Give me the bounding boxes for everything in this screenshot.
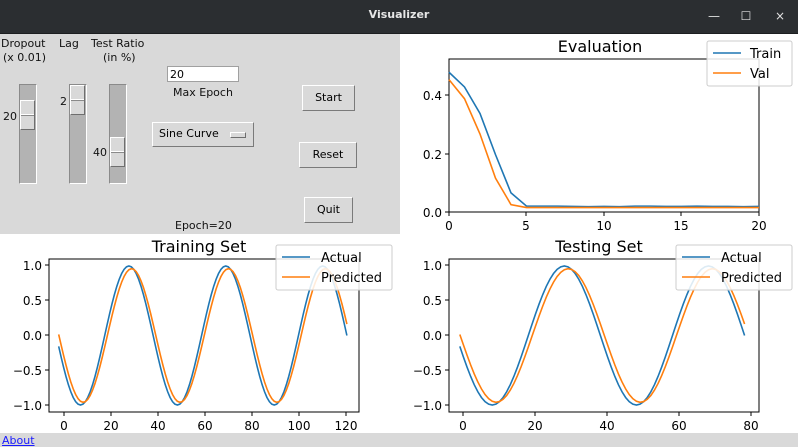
dataset-select-value: Sine Curve bbox=[159, 127, 219, 140]
lag-label: Lag bbox=[59, 37, 79, 50]
svg-text:0: 0 bbox=[60, 419, 68, 433]
epoch-status: Epoch=20 bbox=[175, 219, 232, 232]
svg-text:40: 40 bbox=[150, 419, 165, 433]
evaluation-title: Evaluation bbox=[558, 37, 642, 56]
svg-text:−1.0: −1.0 bbox=[413, 399, 442, 413]
svg-text:100: 100 bbox=[288, 419, 311, 433]
testing-set-chart: Testing Set −1.0 −0.5 0.0 0.5 1.0 0 20 4… bbox=[400, 234, 798, 434]
test-ratio-sublabel: (in %) bbox=[103, 51, 136, 64]
svg-text:60: 60 bbox=[197, 419, 212, 433]
training-set-chart: Training Set −1.0 −0.5 0.0 0.5 1.0 0 20 … bbox=[0, 234, 400, 434]
testing-set-title: Testing Set bbox=[554, 237, 643, 256]
dropout-value: 20 bbox=[3, 110, 17, 123]
dropout-slider-thumb[interactable] bbox=[20, 100, 35, 130]
svg-text:80: 80 bbox=[244, 419, 259, 433]
svg-text:Train: Train bbox=[749, 47, 781, 62]
svg-text:40: 40 bbox=[599, 419, 614, 433]
svg-text:0.0: 0.0 bbox=[423, 329, 442, 343]
training-set-legend: Actual Predicted bbox=[275, 244, 393, 291]
control-panel: Dropout (x 0.01) Lag Test Ratio (in %) 2… bbox=[0, 34, 400, 234]
reset-button[interactable]: Reset bbox=[299, 142, 357, 168]
dataset-select[interactable]: Sine Curve bbox=[152, 122, 254, 147]
lag-value: 2 bbox=[60, 95, 67, 108]
quit-button[interactable]: Quit bbox=[304, 197, 353, 223]
footer-bar bbox=[0, 433, 798, 445]
test-ratio-slider[interactable] bbox=[109, 84, 127, 184]
svg-text:0.4: 0.4 bbox=[423, 89, 442, 103]
close-icon[interactable]: × bbox=[774, 9, 786, 23]
svg-text:20: 20 bbox=[527, 419, 542, 433]
svg-text:0.0: 0.0 bbox=[423, 206, 442, 220]
svg-text:1.0: 1.0 bbox=[23, 259, 42, 273]
test-ratio-label: Test Ratio bbox=[91, 37, 145, 50]
svg-text:15: 15 bbox=[673, 219, 688, 233]
svg-text:Val: Val bbox=[750, 67, 769, 82]
svg-text:−1.0: −1.0 bbox=[13, 399, 42, 413]
svg-text:0.0: 0.0 bbox=[23, 329, 42, 343]
predicted-line bbox=[57, 267, 348, 404]
maximize-icon[interactable]: ☐ bbox=[740, 9, 752, 23]
svg-text:20: 20 bbox=[103, 419, 118, 433]
dropout-sublabel: (x 0.01) bbox=[3, 51, 47, 64]
svg-text:10: 10 bbox=[596, 219, 611, 233]
title-bar: Visualizer — ☐ × bbox=[0, 0, 798, 34]
svg-text:Actual: Actual bbox=[321, 251, 362, 266]
evaluation-legend: Train Val bbox=[706, 40, 793, 87]
test-ratio-slider-thumb[interactable] bbox=[110, 137, 125, 167]
svg-text:0.2: 0.2 bbox=[423, 148, 442, 162]
svg-text:60: 60 bbox=[671, 419, 686, 433]
svg-text:Actual: Actual bbox=[721, 251, 762, 266]
svg-text:Predicted: Predicted bbox=[721, 271, 782, 286]
lag-slider[interactable] bbox=[69, 84, 87, 184]
svg-text:120: 120 bbox=[335, 419, 358, 433]
training-set-title: Training Set bbox=[151, 237, 247, 256]
svg-text:0.5: 0.5 bbox=[23, 294, 42, 308]
svg-text:Predicted: Predicted bbox=[321, 271, 382, 286]
actual-line bbox=[57, 265, 348, 406]
svg-text:0.5: 0.5 bbox=[423, 294, 442, 308]
minimize-icon[interactable]: — bbox=[708, 9, 720, 23]
dropout-label: Dropout bbox=[1, 37, 46, 50]
svg-text:−0.5: −0.5 bbox=[413, 364, 442, 378]
start-button[interactable]: Start bbox=[302, 85, 355, 111]
svg-text:0: 0 bbox=[459, 419, 467, 433]
svg-text:1.0: 1.0 bbox=[423, 259, 442, 273]
window-title: Visualizer bbox=[368, 8, 430, 21]
svg-text:20: 20 bbox=[751, 219, 766, 233]
test-ratio-value: 40 bbox=[93, 146, 107, 159]
dropdown-indicator-icon bbox=[230, 132, 246, 138]
testing-set-legend: Actual Predicted bbox=[675, 244, 793, 291]
svg-text:0: 0 bbox=[445, 219, 453, 233]
about-link[interactable]: About bbox=[2, 434, 35, 447]
max-epoch-input[interactable]: 20 bbox=[167, 66, 239, 82]
svg-text:5: 5 bbox=[522, 219, 530, 233]
lag-slider-thumb[interactable] bbox=[70, 85, 85, 115]
max-epoch-label: Max Epoch bbox=[173, 86, 233, 99]
svg-text:80: 80 bbox=[743, 419, 758, 433]
evaluation-chart: Evaluation 0.0 0.2 0.4 0 5 10 15 20 Trai… bbox=[400, 34, 798, 234]
val-line bbox=[448, 79, 759, 209]
svg-text:−0.5: −0.5 bbox=[13, 364, 42, 378]
dropout-slider[interactable] bbox=[19, 84, 37, 184]
train-line bbox=[448, 71, 760, 208]
